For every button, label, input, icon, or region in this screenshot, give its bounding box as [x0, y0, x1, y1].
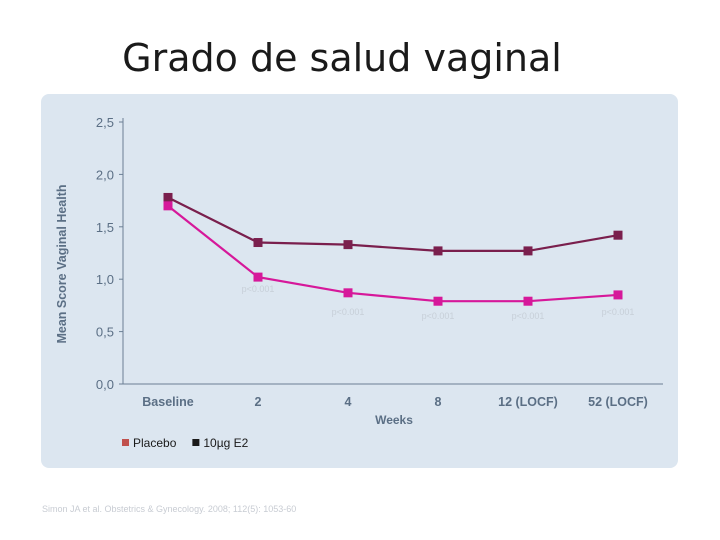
x-tick-label: 52 (LOCF)	[588, 395, 648, 409]
y-tick-label: 0,5	[96, 325, 114, 340]
series-2	[163, 201, 623, 306]
data-point	[433, 296, 443, 306]
chart-axes	[122, 118, 663, 385]
chart-panel: 0,0 0,5 1,0 1,5 2,0 2,5 Baseline 2 4 8 12 (LOCF) 5…	[41, 94, 678, 468]
y-axis-title: Mean Score Vaginal Health	[55, 184, 69, 343]
chart-series	[163, 192, 623, 306]
legend-label: 10µg E2	[203, 436, 248, 450]
y-tick-label: 1,0	[96, 272, 114, 287]
y-axis-ticks: 0,0 0,5 1,0 1,5 2,0 2,5	[96, 115, 123, 392]
x-tick-label: 4	[345, 395, 352, 409]
line-chart: 0,0 0,5 1,0 1,5 2,0 2,5 Baseline 2 4 8 12 (LOCF) 5…	[55, 115, 663, 450]
series-line	[167, 196, 619, 253]
p-value-annotation: p<0.001	[602, 307, 635, 317]
y-tick-label: 2,0	[96, 167, 114, 182]
p-value-annotation: p<0.001	[242, 284, 275, 294]
legend-swatch	[122, 439, 129, 446]
chart-annotations: p<0.001 p<0.001 p<0.001 p<0.001 p<0.001	[242, 284, 635, 321]
series-1	[163, 192, 623, 256]
x-tick-label: 2	[255, 395, 262, 409]
data-point	[523, 296, 533, 306]
data-point	[343, 240, 353, 250]
x-tick-label: 12 (LOCF)	[498, 395, 558, 409]
chart-legend: Placebo 10µg E2	[122, 436, 249, 450]
p-value-annotation: p<0.001	[332, 307, 365, 317]
legend-label: Placebo	[133, 436, 177, 450]
data-point	[523, 246, 533, 256]
data-point	[613, 290, 623, 300]
y-tick-label: 0,0	[96, 377, 114, 392]
y-tick-label: 2,5	[96, 115, 114, 130]
data-point	[163, 192, 173, 202]
p-value-annotation: p<0.001	[422, 311, 455, 321]
data-point	[343, 288, 353, 298]
data-point	[253, 238, 263, 248]
data-point	[163, 201, 173, 211]
p-value-annotation: p<0.001	[512, 311, 545, 321]
data-point	[253, 272, 263, 282]
legend-swatch	[192, 439, 200, 446]
x-axis-title: Weeks	[375, 413, 413, 427]
data-point	[613, 230, 623, 240]
y-tick-label: 1,5	[96, 220, 114, 235]
citation: Simon JA et al. Obstetrics & Gynecology.…	[42, 504, 297, 514]
x-tick-label: Baseline	[142, 395, 193, 409]
series-line	[167, 204, 619, 303]
data-point	[433, 246, 443, 256]
x-axis-ticks: Baseline 2 4 8 12 (LOCF) 52 (LOCF)	[142, 395, 648, 409]
x-tick-label: 8	[435, 395, 442, 409]
slide-title: Grado de salud vaginal	[122, 36, 562, 80]
